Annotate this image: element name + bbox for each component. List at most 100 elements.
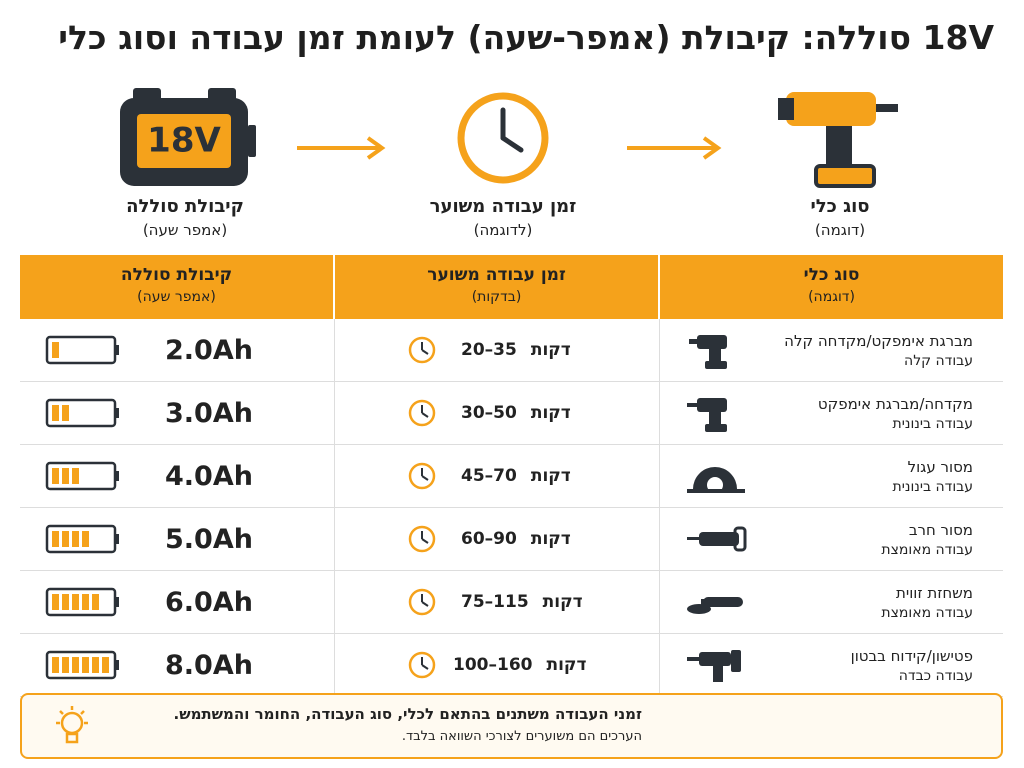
time-range: 100–160 xyxy=(453,655,533,675)
tool-text: פטישון/קידוח בבטון עבודה כבדה xyxy=(747,647,1003,684)
battery-level-icon xyxy=(45,335,119,365)
time-unit: דקות xyxy=(530,466,571,486)
flow-sublabel: (לדוגמה) xyxy=(473,221,533,239)
tool-cell: מברגת אימפקט/מקדחה קלה עבודה קלה xyxy=(660,319,1003,381)
note-text: זמני העבודה משתנים בהתאם לכלי, סוג העבוד… xyxy=(122,705,643,744)
table-row: 8.0Ah 100–160 דקות פטישון/קידוח בבטון עבודה … xyxy=(20,634,1003,697)
capacity-value: 4.0Ah xyxy=(165,460,253,492)
flow-step: זמן עבודה משוער (לדוגמה) xyxy=(373,196,633,239)
header-cell: קיבולת סוללה (אמפר שעה) xyxy=(20,255,335,319)
header-sublabel: (אמפר שעה) xyxy=(137,289,216,305)
tool-name: מברגת אימפקט/מקדחה קלה xyxy=(784,331,973,350)
bulb-icon xyxy=(56,706,88,744)
table: קיבולת סוללה (אמפר שעה) זמן עבודה משוער (ב… xyxy=(20,255,1003,697)
capacity-value: 5.0Ah xyxy=(165,523,253,555)
time-cell: 45–70 דקות xyxy=(335,445,660,507)
tool-text: מסור חרב עבודה מאומצת xyxy=(747,521,1003,558)
clock-icon xyxy=(408,399,436,427)
workload: עבודה בינונית xyxy=(892,415,974,432)
header-sublabel: (דוגמה) xyxy=(808,289,855,305)
header-cell: סוג כלי (דוגמה) xyxy=(660,255,1003,319)
battery-level-icon xyxy=(45,461,119,491)
time-range: 20–35 xyxy=(461,340,517,360)
battery-level-icon xyxy=(45,650,119,680)
capacity-cell: 6.0Ah xyxy=(20,571,335,633)
time-range: 30–50 xyxy=(461,403,517,423)
workload: עבודה מאומצת xyxy=(881,604,973,621)
time-unit: דקות xyxy=(530,340,571,360)
tool-icon xyxy=(687,597,743,614)
capacity-value: 8.0Ah xyxy=(165,649,253,681)
time-unit: דקות xyxy=(530,403,571,423)
battery-badge: 18V xyxy=(147,121,221,161)
capacity-cell: 3.0Ah xyxy=(20,382,335,444)
time-cell: 75–115 דקות xyxy=(335,571,660,633)
battery-level-icon xyxy=(45,524,119,554)
tool-text: מסור עגול עבודה בינונית xyxy=(747,458,1003,495)
clock-icon xyxy=(408,588,436,616)
title: 18V סוללה: קיבולת (אמפר-שעה) לעומת זמן ע… xyxy=(58,18,994,57)
tool-name: מקדחה/מברגת אימפקט xyxy=(817,394,973,413)
table-row: 2.0Ah 20–35 דקות מברגת אימפקט/מקדחה קלה עבוד… xyxy=(20,319,1003,382)
note-line: זמני העבודה משתנים בהתאם לכלי, סוג העבוד… xyxy=(173,705,643,723)
flow-sublabel: (דוגמה) xyxy=(814,221,866,239)
flow-label: זמן עבודה משוער xyxy=(429,196,577,217)
workload: עבודה מאומצת xyxy=(881,541,973,558)
tool-name: מסור חרב xyxy=(908,520,973,539)
time-cell: 100–160 דקות xyxy=(335,634,660,696)
time-unit: דקות xyxy=(546,655,587,675)
time-cell: 30–50 דקות xyxy=(335,382,660,444)
clock-icon xyxy=(408,336,436,364)
table-header: קיבולת סוללה (אמפר שעה) זמן עבודה משוער (ב… xyxy=(20,255,1003,319)
capacity-cell: 5.0Ah xyxy=(20,508,335,570)
tool-text: משחזת זווית עבודה מאומצת xyxy=(747,584,1003,621)
header-sublabel: (בדקות) xyxy=(471,289,522,305)
clock-icon xyxy=(408,462,436,490)
tool-name: פטישון/קידוח בבטון xyxy=(850,646,973,665)
tool-cell: פטישון/קידוח בבטון עבודה כבדה xyxy=(660,634,1003,696)
header-cell: זמן עבודה משוער (בדקות) xyxy=(335,255,660,319)
tool-icon xyxy=(687,398,727,432)
workload: עבודה בינונית xyxy=(892,478,974,495)
arrow xyxy=(297,136,722,160)
capacity-value: 2.0Ah xyxy=(165,334,253,366)
capacity-cell: 4.0Ah xyxy=(20,445,335,507)
capacity-cell: 8.0Ah xyxy=(20,634,335,696)
tool-icon xyxy=(687,526,747,552)
drill-icon xyxy=(778,92,898,188)
note-box: זמני העבודה משתנים בהתאם לכלי, סוג העבוד… xyxy=(20,693,1003,759)
battery-level-icon xyxy=(45,398,119,428)
flow-icons: 18V xyxy=(120,88,898,188)
tool-text: מברגת אימפקט/מקדחה קלה עבודה קלה xyxy=(747,332,1003,369)
time-range: 45–70 xyxy=(461,466,517,486)
time-cell: 20–35 דקות xyxy=(335,319,660,381)
table-row: 3.0Ah 30–50 דקות מקדחה/מברגת אימפקט עבודה בי… xyxy=(20,382,1003,445)
battery-icon: 18V xyxy=(120,88,256,186)
tool-icon xyxy=(689,335,727,369)
time-unit: דקות xyxy=(542,592,583,612)
time-cell: 60–90 דקות xyxy=(335,508,660,570)
header-label: סוג כלי xyxy=(803,265,860,285)
note-line: הערכים הם משוערים לצורכי השוואה בלבד. xyxy=(401,729,642,744)
time-range: 75–115 xyxy=(461,592,529,612)
flow-step: סוג כלי (דוגמה) xyxy=(710,196,970,239)
tool-cell: משחזת זווית עבודה מאומצת xyxy=(660,571,1003,633)
table-row: 5.0Ah 60–90 דקות מסור חרב עבודה מאומצת xyxy=(20,508,1003,571)
tool-icon xyxy=(687,650,741,682)
tool-text: מקדחה/מברגת אימפקט עבודה בינונית xyxy=(747,395,1003,432)
clock-icon xyxy=(408,525,436,553)
time-unit: דקות xyxy=(530,529,571,549)
flow-label: קיבולת סוללה xyxy=(126,196,244,217)
time-range: 60–90 xyxy=(461,529,517,549)
tool-cell: מסור עגול עבודה בינונית xyxy=(660,445,1003,507)
tool-name: משחזת זווית xyxy=(895,583,973,602)
battery-level-icon xyxy=(45,587,119,617)
clock-icon xyxy=(408,651,436,679)
flow-label: סוג כלי xyxy=(810,196,870,217)
tool-icon xyxy=(687,467,745,493)
workload: עבודה קלה xyxy=(904,352,973,369)
capacity-value: 3.0Ah xyxy=(165,397,253,429)
header-label: קיבולת סוללה xyxy=(120,265,233,285)
flow-sublabel: (אמפר שעה) xyxy=(142,221,228,239)
